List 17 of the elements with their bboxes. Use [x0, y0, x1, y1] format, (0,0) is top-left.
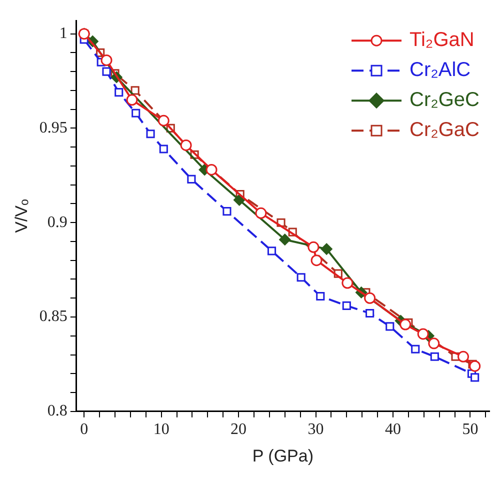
y-tick-label: 0.95 — [39, 119, 68, 136]
legend-label: Cr₂GaC — [410, 119, 480, 142]
x-axis-title: P (GPa) — [252, 446, 314, 466]
y-tick-label: 1 — [59, 25, 68, 42]
x-tick-label: 30 — [308, 421, 324, 438]
x-tick-label: 40 — [384, 421, 401, 438]
y-axis-title: V/Vₒ — [12, 199, 31, 233]
x-tick-label: 50 — [462, 421, 478, 438]
legend-label: Cr₂GeC — [410, 89, 480, 112]
y-tick-label: 0.85 — [39, 308, 68, 326]
x-tick-label: 0 — [80, 421, 88, 438]
legend-label: Ti₂GaN — [410, 29, 474, 52]
x-tick-label: 20 — [230, 421, 247, 438]
y-tick-label: 0.8 — [47, 402, 68, 420]
y-tick-label: 0.9 — [47, 214, 68, 231]
legend-label: Cr₂AlC — [410, 59, 471, 82]
x-tick-label: 10 — [153, 421, 170, 438]
